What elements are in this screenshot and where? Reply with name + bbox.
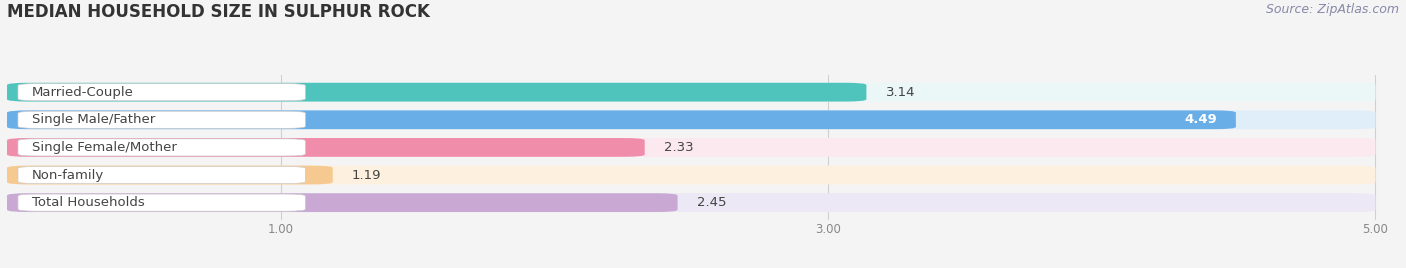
FancyBboxPatch shape <box>7 193 678 212</box>
FancyBboxPatch shape <box>7 110 1375 129</box>
Text: 2.33: 2.33 <box>664 141 693 154</box>
Text: Source: ZipAtlas.com: Source: ZipAtlas.com <box>1265 3 1399 16</box>
FancyBboxPatch shape <box>18 166 305 184</box>
Text: Single Male/Father: Single Male/Father <box>32 113 155 126</box>
FancyBboxPatch shape <box>7 83 1375 102</box>
Text: 3.14: 3.14 <box>886 86 915 99</box>
Text: 4.49: 4.49 <box>1184 113 1216 126</box>
Text: MEDIAN HOUSEHOLD SIZE IN SULPHUR ROCK: MEDIAN HOUSEHOLD SIZE IN SULPHUR ROCK <box>7 3 430 21</box>
FancyBboxPatch shape <box>7 138 645 157</box>
Text: Single Female/Mother: Single Female/Mother <box>32 141 177 154</box>
FancyBboxPatch shape <box>7 138 1375 157</box>
FancyBboxPatch shape <box>7 166 333 184</box>
Text: Non-family: Non-family <box>32 169 104 181</box>
Text: 2.45: 2.45 <box>697 196 727 209</box>
FancyBboxPatch shape <box>7 166 1375 184</box>
FancyBboxPatch shape <box>7 83 866 102</box>
Text: 1.19: 1.19 <box>352 169 381 181</box>
FancyBboxPatch shape <box>18 84 305 101</box>
FancyBboxPatch shape <box>18 194 305 211</box>
FancyBboxPatch shape <box>7 110 1236 129</box>
Text: Married-Couple: Married-Couple <box>32 86 134 99</box>
FancyBboxPatch shape <box>18 139 305 156</box>
FancyBboxPatch shape <box>7 193 1375 212</box>
Text: Total Households: Total Households <box>32 196 145 209</box>
FancyBboxPatch shape <box>18 111 305 128</box>
